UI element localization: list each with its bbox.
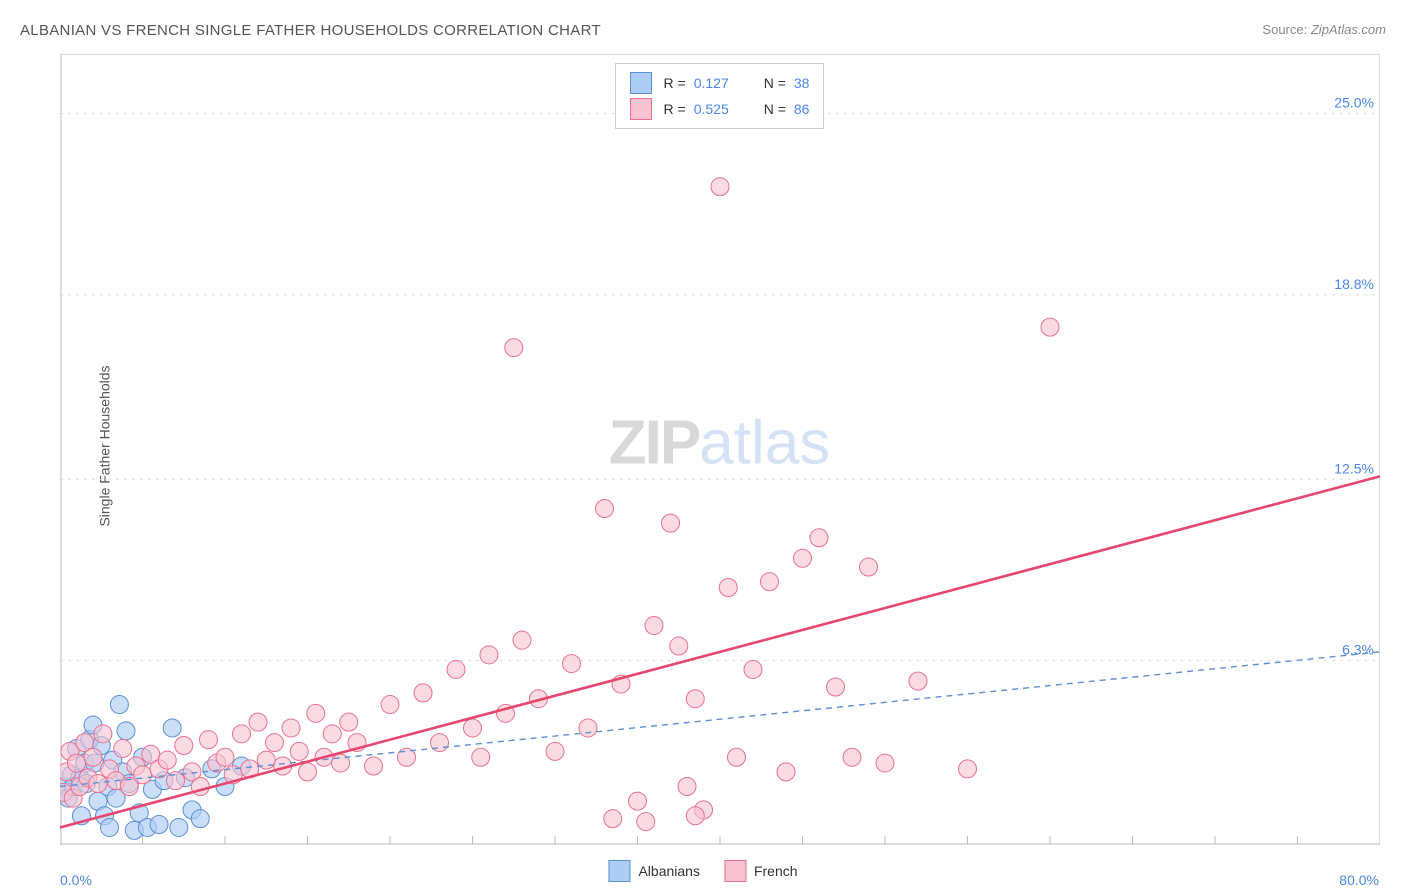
- data-point: [546, 742, 564, 760]
- stat-row: R = 0.525 N = 86: [630, 96, 810, 122]
- y-tick-label: 18.8%: [1334, 276, 1374, 292]
- data-point: [117, 722, 135, 740]
- data-point: [233, 725, 251, 743]
- data-point: [307, 704, 325, 722]
- data-point: [505, 339, 523, 357]
- data-point: [89, 775, 107, 793]
- data-point: [110, 696, 128, 714]
- legend-swatch: [630, 98, 652, 120]
- data-point: [191, 810, 209, 828]
- data-point: [860, 558, 878, 576]
- data-point: [686, 807, 704, 825]
- data-point: [134, 766, 152, 784]
- data-point: [68, 754, 86, 772]
- y-tick-label: 6.3%: [1342, 642, 1374, 658]
- source-attribution: Source: ZipAtlas.com: [1262, 22, 1386, 37]
- scatter-chart: 6.3%12.5%18.8%25.0% ZIPatlas R = 0.127 N…: [60, 54, 1380, 844]
- data-point: [290, 742, 308, 760]
- data-point: [158, 751, 176, 769]
- data-point: [761, 573, 779, 591]
- y-tick-label: 25.0%: [1334, 95, 1374, 111]
- data-point: [662, 514, 680, 532]
- data-point: [84, 748, 102, 766]
- data-point: [480, 646, 498, 664]
- y-tick-label: 12.5%: [1334, 460, 1374, 476]
- chart-title: ALBANIAN VS FRENCH SINGLE FATHER HOUSEHO…: [20, 22, 601, 39]
- data-point: [170, 818, 188, 836]
- data-point: [637, 813, 655, 831]
- data-point: [94, 725, 112, 743]
- data-point: [604, 810, 622, 828]
- legend-item: French: [724, 860, 798, 882]
- data-point: [563, 655, 581, 673]
- x-axis-min: 0.0%: [60, 872, 92, 888]
- data-point: [266, 734, 284, 752]
- r-value: 0.525: [694, 101, 744, 117]
- n-label: N =: [764, 75, 786, 91]
- data-point: [686, 690, 704, 708]
- data-point: [464, 719, 482, 737]
- data-point: [472, 748, 490, 766]
- data-point: [579, 719, 597, 737]
- n-value: 86: [794, 101, 810, 117]
- legend-label: French: [754, 863, 798, 879]
- data-point: [175, 737, 193, 755]
- data-point: [719, 579, 737, 597]
- data-point: [414, 684, 432, 702]
- data-point: [513, 631, 531, 649]
- data-point: [645, 617, 663, 635]
- legend-item: Albanians: [608, 860, 700, 882]
- data-point: [323, 725, 341, 743]
- data-point: [114, 739, 132, 757]
- legend-swatch: [724, 860, 746, 882]
- legend-swatch: [608, 860, 630, 882]
- data-point: [299, 763, 317, 781]
- stat-legend: R = 0.127 N = 38 R = 0.525 N = 86: [615, 63, 825, 129]
- data-point: [744, 660, 762, 678]
- legend-label: Albanians: [638, 863, 700, 879]
- data-point: [340, 713, 358, 731]
- data-point: [876, 754, 894, 772]
- trend-line: [60, 476, 1380, 827]
- data-point: [249, 713, 267, 731]
- n-value: 38: [794, 75, 810, 91]
- data-point: [827, 678, 845, 696]
- plot-svg: 6.3% 12.5% 18.8% 25.0%: [60, 55, 1380, 845]
- data-point: [959, 760, 977, 778]
- data-point: [1041, 318, 1059, 336]
- data-point: [711, 178, 729, 196]
- data-point: [810, 529, 828, 547]
- data-point: [163, 719, 181, 737]
- legend-swatch: [630, 72, 652, 94]
- r-label: R =: [664, 101, 686, 117]
- data-point: [282, 719, 300, 737]
- bottom-legend: Albanians French: [608, 860, 797, 882]
- data-point: [794, 549, 812, 567]
- data-point: [216, 748, 234, 766]
- data-point: [909, 672, 927, 690]
- data-point: [629, 792, 647, 810]
- data-point: [777, 763, 795, 781]
- data-point: [678, 777, 696, 795]
- data-point: [365, 757, 383, 775]
- data-point: [447, 660, 465, 678]
- data-point: [596, 500, 614, 518]
- data-point: [150, 816, 168, 834]
- data-point: [728, 748, 746, 766]
- source-value: ZipAtlas.com: [1311, 22, 1386, 37]
- x-axis-max: 80.0%: [1339, 872, 1379, 888]
- data-point: [381, 696, 399, 714]
- n-label: N =: [764, 101, 786, 117]
- data-point: [200, 731, 218, 749]
- stat-row: R = 0.127 N = 38: [630, 70, 810, 96]
- r-label: R =: [664, 75, 686, 91]
- source-label: Source:: [1262, 22, 1307, 37]
- data-point: [670, 637, 688, 655]
- data-point: [843, 748, 861, 766]
- r-value: 0.127: [694, 75, 744, 91]
- data-point: [101, 818, 119, 836]
